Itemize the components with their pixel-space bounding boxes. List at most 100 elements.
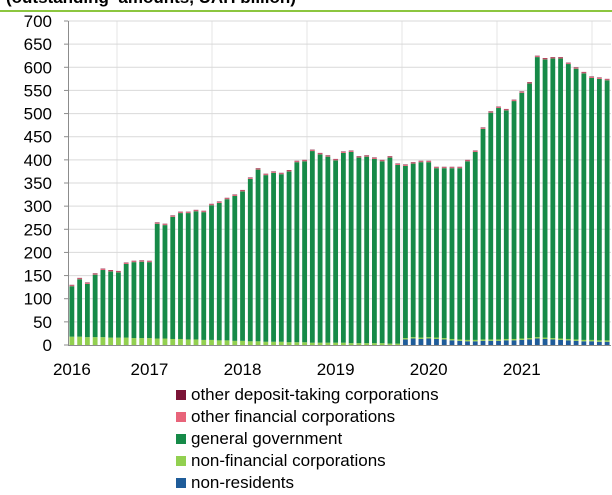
bar-non-residents bbox=[480, 340, 486, 345]
bar-general-government bbox=[77, 279, 83, 337]
subtitle-rule bbox=[0, 10, 612, 12]
bar-non-financial-corporations bbox=[325, 342, 331, 345]
bar-general-government bbox=[240, 191, 245, 341]
bar-general-government bbox=[333, 160, 339, 343]
bar-other-financial-corporations bbox=[558, 57, 563, 59]
bar-other-financial-corporations bbox=[589, 77, 595, 78]
bar-other-financial-corporations bbox=[69, 285, 75, 287]
bar-non-residents bbox=[596, 341, 602, 345]
bar-general-government bbox=[519, 92, 525, 339]
bar-non-residents bbox=[604, 341, 610, 345]
bar-non-financial-corporations bbox=[131, 338, 137, 345]
bar-general-government bbox=[356, 157, 362, 344]
bar-non-residents bbox=[465, 341, 470, 345]
bar-non-financial-corporations bbox=[465, 339, 470, 342]
axes bbox=[64, 20, 611, 346]
bar-non-financial-corporations bbox=[317, 342, 323, 345]
bar-other-financial-corporations bbox=[224, 198, 230, 200]
bar-general-government bbox=[410, 163, 416, 338]
bar-non-financial-corporations bbox=[162, 338, 168, 345]
bar-non-financial-corporations bbox=[364, 343, 370, 345]
x-tick-label: 2021 bbox=[503, 360, 541, 379]
bar-non-financial-corporations bbox=[488, 339, 494, 341]
bar-general-government bbox=[317, 154, 323, 343]
bar-other-financial-corporations bbox=[209, 204, 214, 206]
bar-non-financial-corporations bbox=[348, 343, 354, 345]
bar-general-government bbox=[480, 128, 486, 340]
bar-non-residents bbox=[550, 339, 556, 345]
legend-item: non-financial corporations bbox=[176, 450, 439, 472]
bar-general-government bbox=[123, 264, 129, 338]
bar-other-financial-corporations bbox=[216, 201, 222, 203]
legend-item: general government bbox=[176, 428, 439, 450]
bar-other-financial-corporations bbox=[426, 161, 432, 163]
bar-non-financial-corporations bbox=[403, 338, 408, 340]
bar-other-financial-corporations bbox=[131, 261, 137, 263]
bar-other-financial-corporations bbox=[511, 100, 517, 102]
bar-general-government bbox=[178, 213, 183, 339]
y-tick-label: 700 bbox=[24, 12, 52, 31]
bar-general-government bbox=[193, 211, 199, 340]
bar-non-financial-corporations bbox=[434, 337, 439, 339]
bar-general-government bbox=[472, 151, 478, 340]
bar-other-financial-corporations bbox=[441, 167, 447, 169]
bar-general-government bbox=[348, 151, 354, 344]
bar-non-financial-corporations bbox=[263, 341, 269, 345]
legend-label: non-residents bbox=[191, 473, 295, 492]
bar-other-financial-corporations bbox=[247, 177, 253, 179]
bar-other-financial-corporations bbox=[92, 273, 98, 275]
bar-general-government bbox=[589, 77, 595, 340]
bar-non-financial-corporations bbox=[333, 342, 339, 345]
bar-non-financial-corporations bbox=[511, 338, 517, 341]
bar-non-residents bbox=[565, 340, 571, 345]
bar-other-financial-corporations bbox=[596, 77, 602, 79]
bar-other-financial-corporations bbox=[480, 127, 486, 129]
bar-non-financial-corporations bbox=[271, 341, 276, 345]
x-tick-label: 2017 bbox=[131, 360, 169, 379]
bar-other-financial-corporations bbox=[604, 79, 610, 81]
chart-subtitle: (outstanding amounts, UAH billion) bbox=[6, 0, 296, 8]
bar-other-financial-corporations bbox=[457, 167, 463, 169]
y-axis-labels: 0 50 100 150 200 250 300 350 400 450 500 550 600 650 7… bbox=[24, 12, 52, 355]
bar-other-financial-corporations bbox=[170, 215, 176, 217]
bar-non-financial-corporations bbox=[108, 337, 114, 345]
bar-non-residents bbox=[496, 340, 501, 345]
bar-other-financial-corporations bbox=[395, 164, 401, 165]
bar-non-residents bbox=[511, 340, 517, 345]
y-tick-label: 650 bbox=[24, 35, 52, 54]
bar-non-financial-corporations bbox=[449, 338, 455, 341]
bar-general-government bbox=[364, 156, 370, 344]
bar-non-residents bbox=[534, 338, 540, 345]
bar-general-government bbox=[449, 168, 455, 339]
bar-general-government bbox=[185, 213, 191, 340]
bar-general-government bbox=[558, 58, 563, 339]
legend-swatch bbox=[176, 412, 186, 422]
bar-other-financial-corporations bbox=[185, 212, 191, 214]
bar-other-financial-corporations bbox=[178, 212, 183, 214]
bar-non-financial-corporations bbox=[84, 337, 90, 345]
bar-non-financial-corporations bbox=[480, 339, 486, 341]
bar-non-financial-corporations bbox=[139, 338, 145, 345]
bar-non-financial-corporations bbox=[247, 341, 253, 345]
bar-non-financial-corporations bbox=[604, 340, 610, 342]
x-tick-label: 2019 bbox=[317, 360, 355, 379]
bar-general-government bbox=[286, 171, 292, 343]
bar-general-government bbox=[116, 272, 121, 338]
y-tick-label: 500 bbox=[24, 105, 52, 124]
bar-other-financial-corporations bbox=[116, 271, 121, 273]
legend-item: other financial corporations bbox=[176, 406, 439, 428]
bar-other-financial-corporations bbox=[519, 91, 525, 93]
bar-other-financial-corporations bbox=[379, 160, 385, 162]
bar-non-financial-corporations bbox=[116, 337, 121, 345]
bar-other-financial-corporations bbox=[294, 161, 300, 163]
bar-non-residents bbox=[457, 340, 463, 345]
bar-general-government bbox=[372, 158, 377, 344]
bar-non-financial-corporations bbox=[240, 340, 245, 345]
y-tick-label: 600 bbox=[24, 58, 52, 77]
bar-non-residents bbox=[441, 339, 447, 345]
bar-general-government bbox=[395, 164, 401, 344]
legend-swatch bbox=[176, 478, 186, 488]
bar-general-government bbox=[309, 151, 315, 343]
bar-other-financial-corporations bbox=[534, 56, 540, 58]
x-tick-label: 2018 bbox=[224, 360, 262, 379]
